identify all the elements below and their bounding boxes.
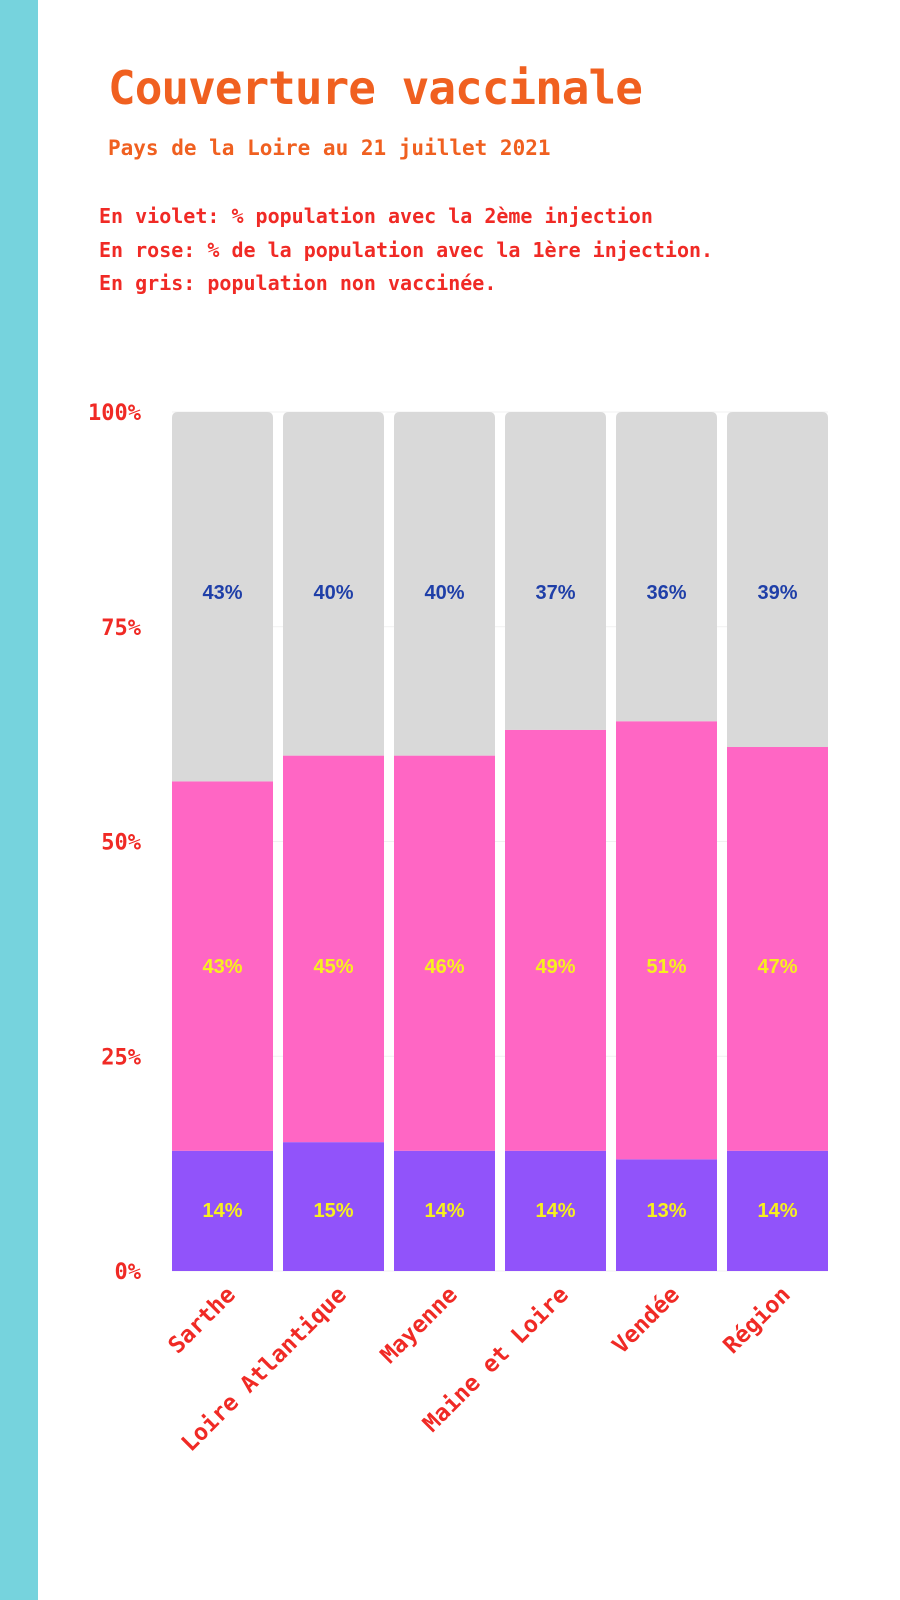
bar-segment-1ere-injection [283,755,384,1143]
y-tick-label: 50% [101,831,141,856]
data-label-1ere-injection: 51% [646,956,686,978]
bar-segment-2eme-injection [616,1159,717,1271]
data-label-2eme-injection: 14% [757,1200,797,1222]
data-label-2eme-injection: 14% [202,1200,242,1222]
legend-note-gris: En gris: population non vaccinée. [99,271,497,295]
bar-segment-non-vaccine [394,412,495,756]
bar-segment-2eme-injection [394,1150,495,1271]
legend-note-violet: En violet: % population avec la 2ème inj… [99,204,653,228]
y-tick-label: 0% [115,1260,142,1285]
y-tick-label: 75% [101,616,141,641]
legend-note: En violet: % population avec la 2ème inj… [99,200,783,301]
bar-segment-2eme-injection [172,1150,273,1271]
bar-segment-2eme-injection [283,1142,384,1271]
data-label-non-vaccine: 36% [646,582,686,604]
data-label-2eme-injection: 13% [646,1200,686,1222]
data-label-layer: 14% 43% 43% 15% 45% 40% 14% 46% 40% 14% 49% 37% 13% 5… [202,582,797,1222]
chart-subtitle: Pays de la Loire au 21 juillet 2021 [108,136,551,160]
data-label-2eme-injection: 14% [535,1200,575,1222]
data-label-1ere-injection: 45% [313,956,353,978]
bar-layer [172,412,828,1271]
bar-segment-1ere-injection [616,721,717,1160]
data-label-non-vaccine: 37% [535,582,575,604]
y-tick-label: 25% [101,1045,141,1070]
x-tick-label: Mayenne [376,1282,463,1369]
bar-segment-1ere-injection [505,729,606,1151]
data-label-non-vaccine: 40% [313,582,353,604]
bar-segment-1ere-injection [394,755,495,1151]
bar-segment-1ere-injection [727,747,828,1151]
data-label-1ere-injection: 43% [202,956,242,978]
y-tick-label: 100% [88,401,142,426]
x-tick-label: Sarthe [164,1282,241,1359]
bar-segment-non-vaccine [283,412,384,756]
grid-layer [172,411,828,1272]
bar-segment-2eme-injection [727,1150,828,1271]
bar-segment-non-vaccine [727,412,828,748]
chart-title: Couverture vaccinale [108,61,643,115]
x-tick-label: Région [719,1282,796,1359]
data-label-2eme-injection: 15% [313,1200,353,1222]
data-label-non-vaccine: 40% [424,582,464,604]
data-label-2eme-injection: 14% [424,1200,464,1222]
data-label-non-vaccine: 39% [757,582,797,604]
bar-segment-non-vaccine [172,412,273,782]
bar-segment-non-vaccine [616,412,717,722]
y-axis: 0% 25% 50% 75% 100% [88,401,142,1285]
data-label-1ere-injection: 47% [757,956,797,978]
bar-segment-non-vaccine [505,412,606,730]
side-stripe [0,0,38,1600]
x-tick-label: Vendée [608,1282,685,1359]
legend-note-rose: En rose: % de la population avec la 1ère… [99,237,714,262]
data-label-1ere-injection: 49% [535,956,575,978]
bar-segment-1ere-injection [172,781,273,1151]
data-label-non-vaccine: 43% [202,582,242,604]
bar-segment-2eme-injection [505,1150,606,1271]
data-label-1ere-injection: 46% [424,956,464,978]
